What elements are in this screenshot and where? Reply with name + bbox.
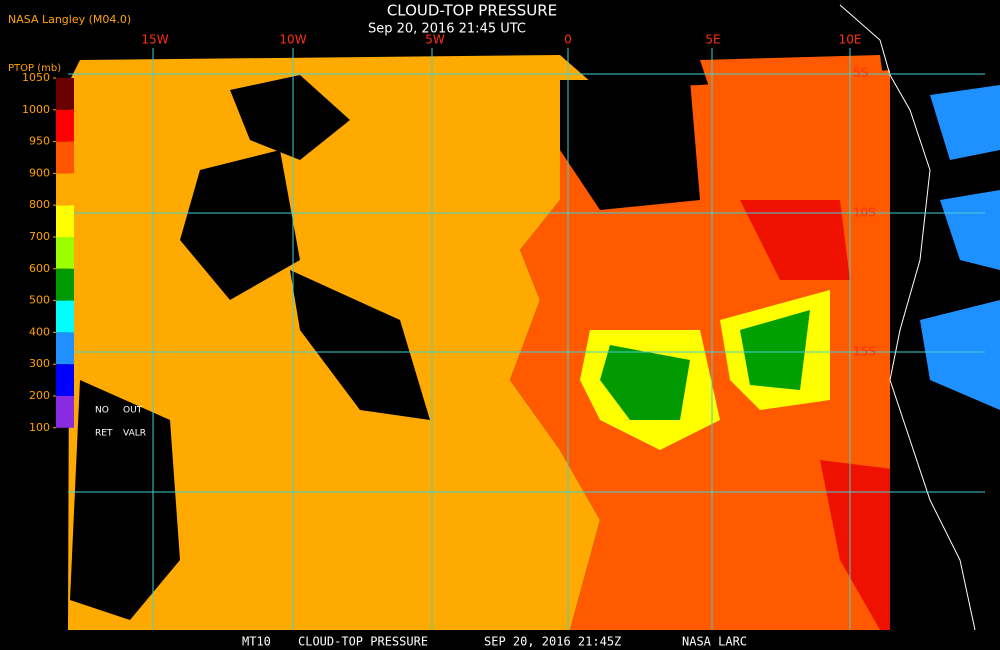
colorbar-note: OUT [123, 406, 143, 416]
colorbar-tick-label: 600 [29, 262, 50, 275]
colorbar-tick-label: 500 [29, 294, 50, 307]
latitude-label: 15S [853, 345, 876, 359]
colorbar-tick-label: 100 [29, 421, 50, 434]
cloud-field [68, 4, 1000, 631]
graticule [68, 48, 985, 630]
footer-text: NASA LARC [682, 635, 747, 649]
high-pressure-patch [740, 200, 850, 280]
colorbar-label: PTOP (mb) [8, 63, 61, 74]
mid-cloud-patch [600, 345, 690, 420]
latitude-labels: 5S 10S 15S [853, 66, 876, 359]
colorbar-swatch [56, 300, 74, 333]
high-cloud-patch [930, 85, 1000, 160]
colorbar-tick-label: 300 [29, 357, 50, 370]
clear-patch [290, 270, 430, 420]
clear-patch [180, 150, 300, 300]
colorbar-tick-label: 950 [29, 135, 50, 148]
longitude-label: 5W [425, 33, 445, 47]
colorbar-tick-label: 800 [29, 198, 50, 211]
footer-text: SEP 20, 2016 21:45Z [484, 635, 621, 649]
colorbar-tick-label: 1000 [22, 103, 50, 116]
longitude-label: 5E [705, 33, 720, 47]
colorbar-swatch [56, 364, 74, 396]
footer-text: CLOUD-TOP PRESSURE [298, 635, 428, 649]
high-cloud-patch [920, 300, 1000, 410]
colorbar-note: VALR [123, 429, 146, 439]
cloud-patch [700, 55, 890, 140]
colorbar-tick-label: 700 [29, 230, 50, 243]
colorbar-swatch [56, 141, 74, 174]
latitude-label: 5S [853, 66, 868, 80]
title: CLOUD-TOP PRESSURE [387, 2, 557, 20]
source-label: NASA Langley (M04.0) [8, 13, 131, 26]
datetime: Sep 20, 2016 21:45 UTC [368, 22, 526, 37]
colorbar-swatch [56, 109, 74, 142]
longitude-label: 10W [279, 33, 306, 47]
colorbar: 1050 1000 950 900 800 700 600 500 400 300 200 100 NO… [22, 71, 146, 439]
longitude-label: 15W [141, 33, 168, 47]
colorbar-swatch [56, 173, 74, 206]
mid-cloud-patch [740, 310, 810, 390]
footer: MT10 CLOUD-TOP PRESSURE SEP 20, 2016 21:45… [242, 635, 747, 649]
high-cloud-patch [940, 190, 1000, 270]
colorbar-swatch [56, 268, 74, 301]
colorbar-tick-label: 1050 [22, 71, 50, 84]
longitude-label: 0 [564, 33, 572, 47]
colorbar-swatch [56, 205, 74, 237]
clear-patch [560, 80, 700, 210]
colorbar-swatch [56, 78, 74, 110]
colorbar-swatch [56, 237, 74, 269]
colorbar-note: NO [95, 406, 109, 416]
clear-patch [230, 75, 350, 160]
colorbar-swatch [56, 332, 74, 365]
longitude-label: 10E [839, 33, 862, 47]
latitude-label: 10S [853, 206, 876, 220]
longitude-labels: 15W 10W 5W 0 5E 10E [141, 33, 861, 47]
colorbar-note: RET [95, 429, 113, 439]
colorbar-swatch [56, 396, 74, 428]
colorbar-tick-label: 400 [29, 325, 50, 338]
colorbar-tick-label: 200 [29, 389, 50, 402]
footer-text: MT10 [242, 635, 271, 649]
coastline [839, 4, 976, 631]
colorbar-tick-label: 900 [29, 166, 50, 179]
